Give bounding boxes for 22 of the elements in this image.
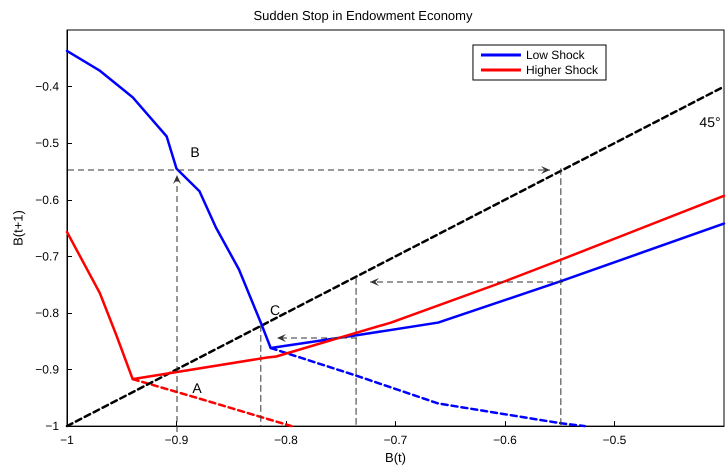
y-tick-label: −0.6 [35, 192, 60, 207]
x-tick-label: −0.8 [274, 433, 298, 448]
legend-label: Low Shock [526, 48, 586, 62]
y-tick-label: −1 [45, 419, 60, 434]
chart-title: Sudden Stop in Endowment Economy [254, 8, 473, 23]
annotation: C [270, 302, 280, 318]
annotation: A [192, 380, 202, 396]
legend-label: Higher Shock [526, 63, 599, 77]
y-tick-label: −0.5 [35, 136, 60, 150]
x-tick-label: −1 [60, 433, 74, 448]
annotation: B [190, 144, 200, 160]
y-axis-title: B(t+1) [10, 210, 26, 246]
x-axis-title: B(t) [385, 450, 406, 465]
y-tick-label: −0.4 [35, 80, 60, 94]
y-tick-label: −0.9 [35, 362, 60, 377]
x-tick-label: −0.6 [493, 433, 518, 448]
y-tick-label: −0.8 [35, 306, 60, 320]
y-tick-label: −0.7 [35, 249, 60, 264]
annotation: 45° [699, 114, 721, 130]
x-tick-label: −0.7 [384, 433, 408, 448]
x-tick-label: −0.9 [164, 433, 189, 448]
x-tick-label: −0.5 [602, 433, 627, 448]
